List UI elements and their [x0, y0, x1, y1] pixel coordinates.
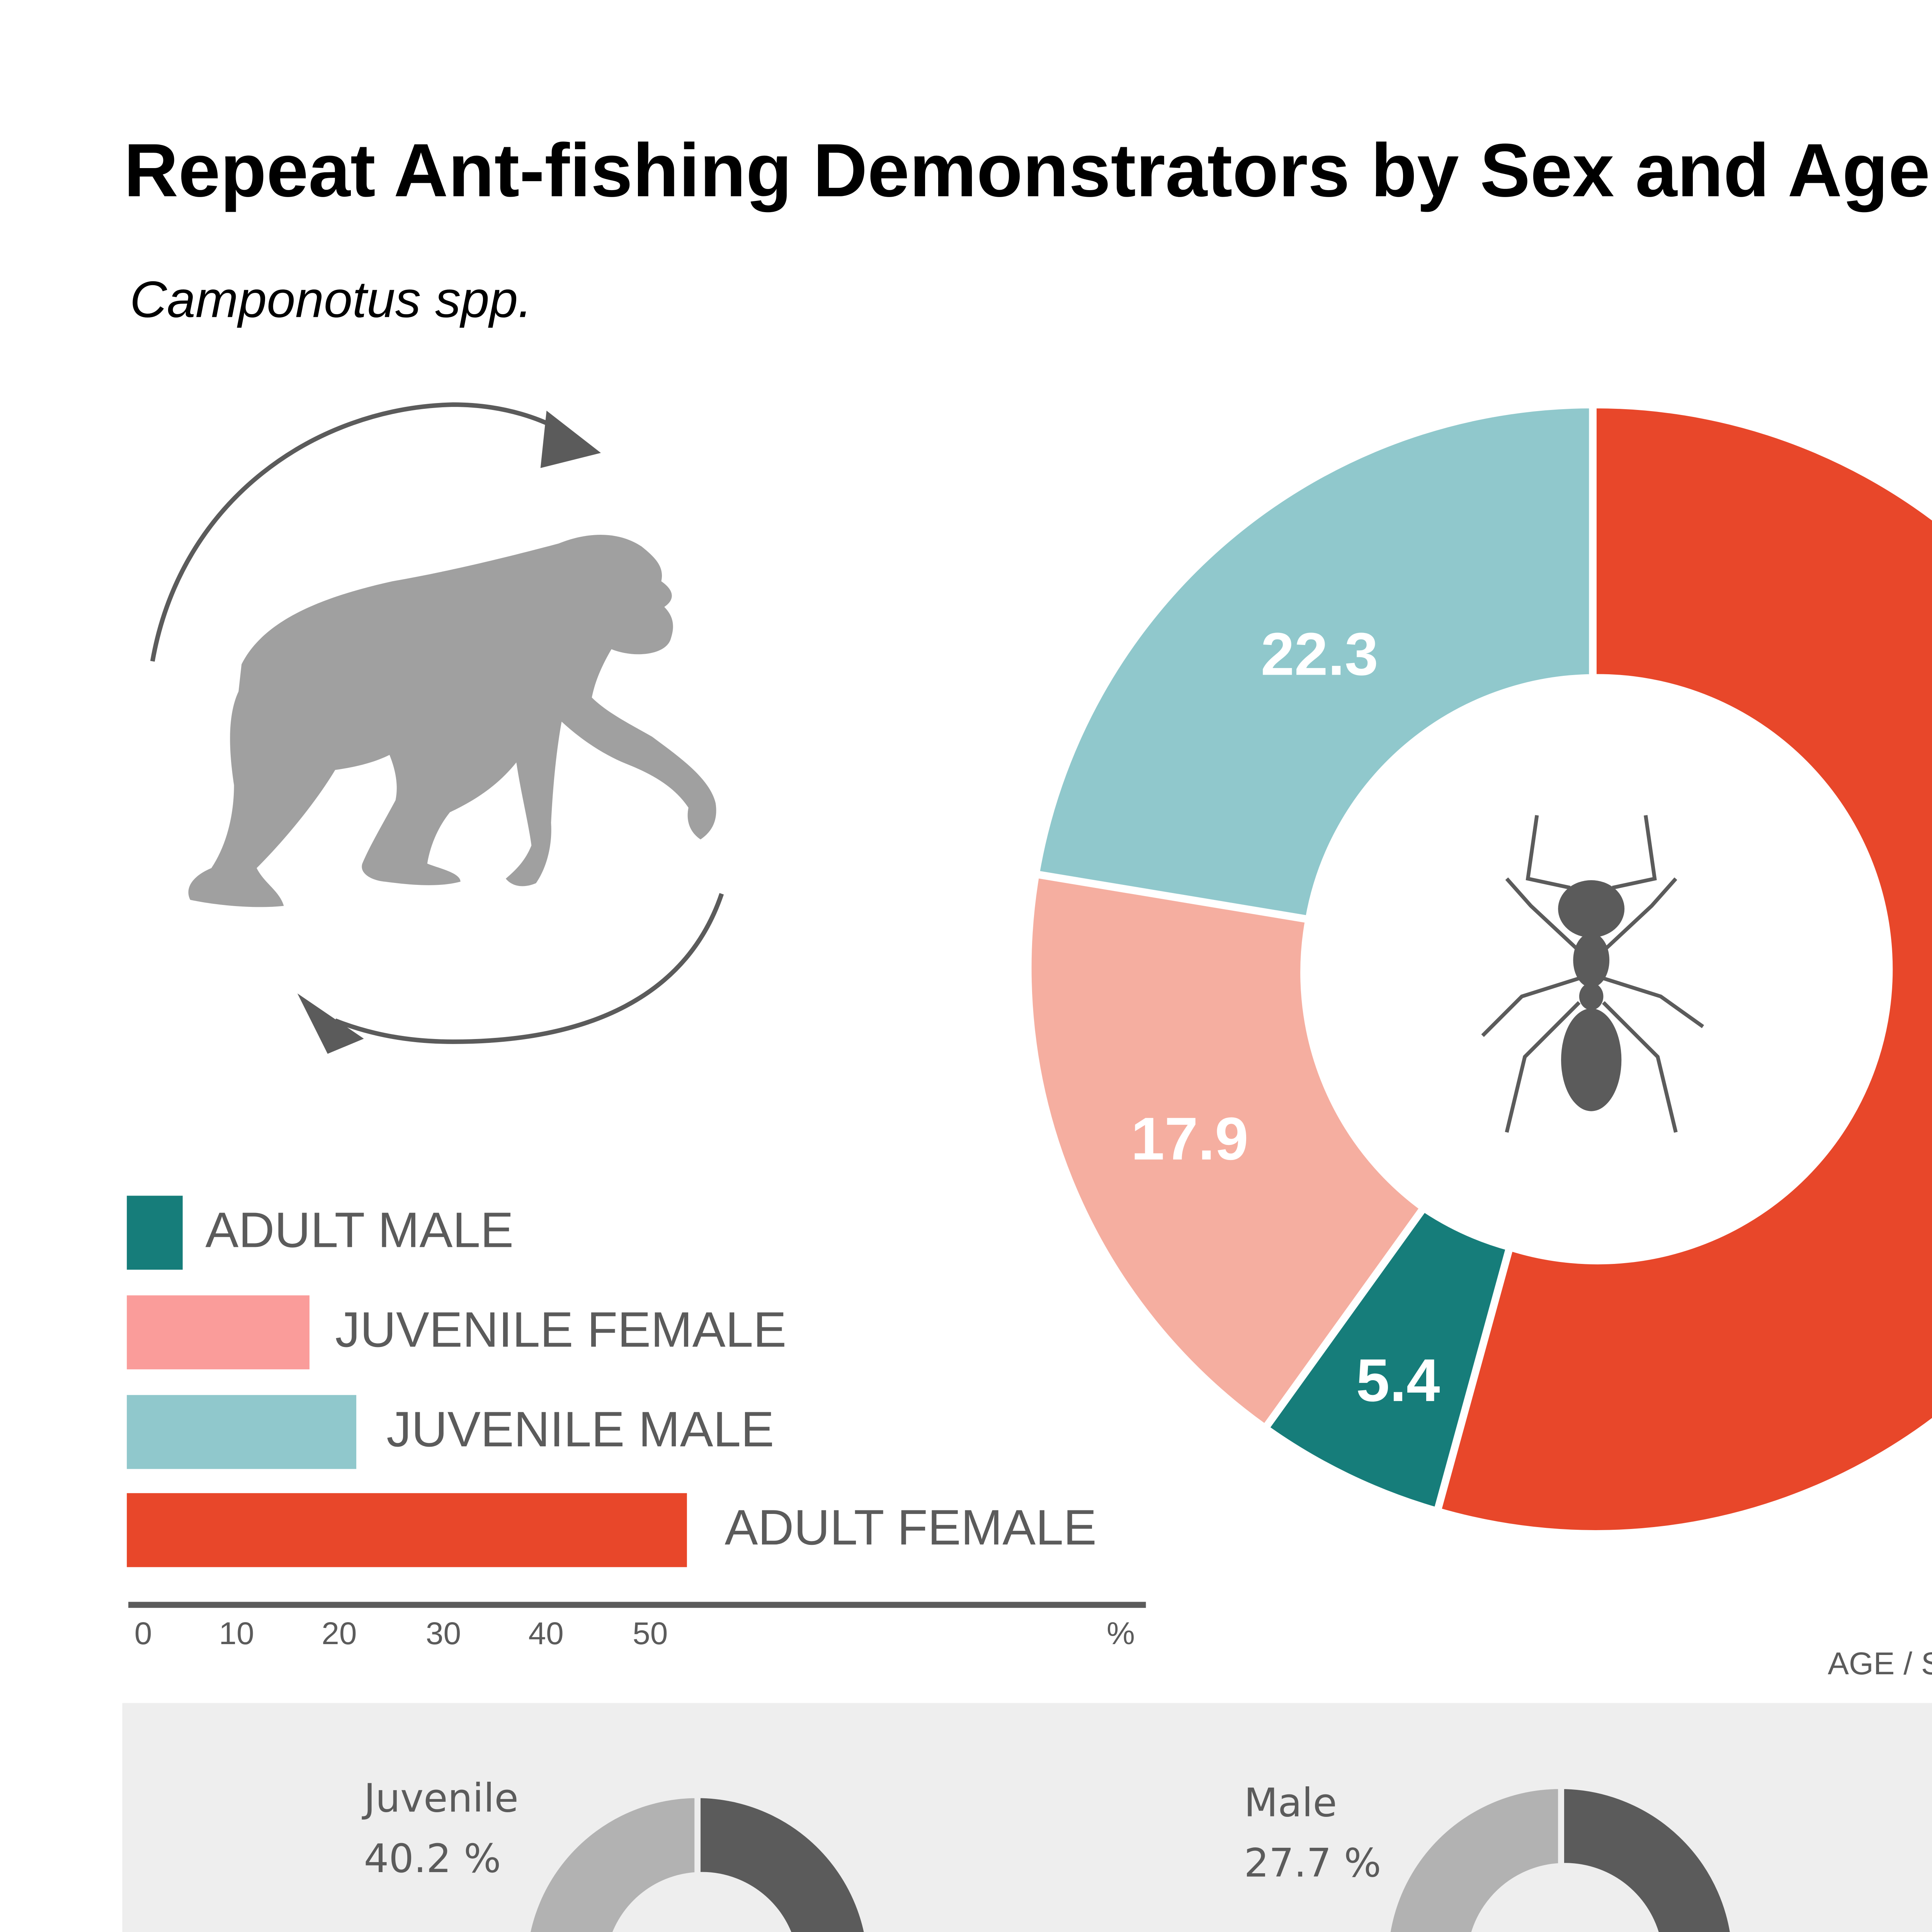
male-label: Male	[1244, 1781, 1337, 1827]
legend-bar-juvenile-male	[127, 1395, 357, 1469]
page-title: Repeat Ant-fishing Demonstrators by Sex …	[124, 128, 1930, 213]
donut-slice-adult-male	[1260, 1202, 1515, 1516]
donut-slice-female	[1558, 1783, 1736, 1932]
x-tick: 30	[425, 1617, 461, 1652]
donut-slice-juvenile-male	[1031, 401, 1597, 924]
legend-label-adult-female: ADULT FEMALE	[724, 1499, 1097, 1555]
x-axis-line	[128, 1602, 1146, 1608]
x-tick: 40	[528, 1617, 564, 1652]
sex-donut-chart	[1384, 1783, 1736, 1932]
legend-bar-adult-male	[127, 1196, 183, 1270]
x-axis-unit: %	[1106, 1617, 1135, 1652]
ant-silhouette-icon	[1481, 815, 1704, 1133]
label-adult-male: 5.4	[1356, 1347, 1440, 1414]
breakdown-title: AGE / SEX BREAKDOWN	[1828, 1647, 1932, 1682]
juvenile-value: 40.2 %	[364, 1837, 501, 1883]
legend-label-juvenile-female: JUVENILE FEMALE	[335, 1301, 787, 1357]
label-juvenile-female: 17.9	[1131, 1105, 1248, 1173]
donut-slice-adult-female	[1432, 401, 1932, 1538]
legend-bar-adult-female	[127, 1493, 687, 1567]
x-tick: 20	[321, 1617, 357, 1652]
main-donut-chart: 54.5 22.3 17.9 5.4	[1024, 401, 1932, 1538]
chimpanzee-silhouette-icon	[188, 535, 716, 907]
male-value: 27.7 %	[1244, 1842, 1381, 1887]
donut-slice-male	[1384, 1783, 1564, 1932]
legend-label-juvenile-male: JUVENILE MALE	[386, 1401, 774, 1457]
donut-slice-juvenile-female	[1024, 870, 1429, 1434]
page-subtitle: Camponotus spp.	[130, 272, 532, 329]
age-donut-chart	[524, 1792, 870, 1932]
x-tick: 0	[134, 1617, 152, 1652]
donut-slice-adult	[694, 1792, 870, 1932]
legend-bar-juvenile-female	[127, 1295, 310, 1369]
label-juvenile-male: 22.3	[1261, 621, 1378, 688]
cycle-arrows-icon	[150, 402, 724, 1054]
legend-label-adult-male: ADULT MALE	[205, 1202, 514, 1258]
x-tick: 50	[633, 1617, 668, 1652]
juvenile-label: Juvenile	[364, 1777, 519, 1822]
x-tick: 10	[219, 1617, 254, 1652]
donut-slice-juvenile	[524, 1792, 701, 1932]
